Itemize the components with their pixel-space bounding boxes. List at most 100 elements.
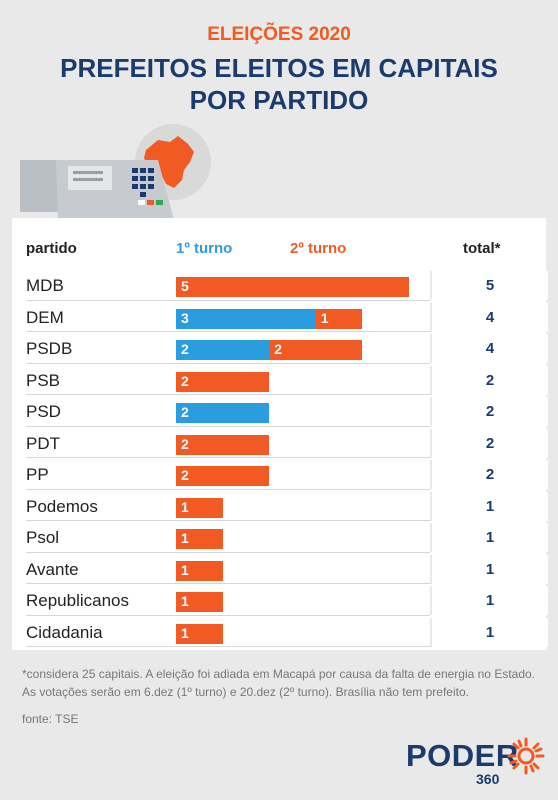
chart-title: PREFEITOS ELEITOS EM CAPITAIS POR PARTID… bbox=[0, 52, 558, 116]
second-round-value: 2 bbox=[181, 467, 189, 483]
row-divider bbox=[26, 551, 430, 553]
table-row: Republicanos 1 1 bbox=[12, 586, 548, 618]
table-row: PSDB 2 2 4 bbox=[12, 334, 548, 366]
second-round-value: 1 bbox=[181, 530, 189, 546]
brand-sub: 360 bbox=[476, 771, 500, 787]
second-round-bar: 1 bbox=[176, 592, 223, 612]
party-label: PSDB bbox=[26, 339, 73, 358]
brazil-map-icon bbox=[144, 136, 194, 188]
second-round-value: 2 bbox=[181, 372, 189, 389]
first-round-bar: 2 bbox=[176, 403, 270, 423]
total-cell: 2 bbox=[430, 365, 548, 395]
first-round-value: 3 bbox=[181, 309, 189, 326]
voting-machine-body bbox=[20, 160, 58, 212]
total-value: 1 bbox=[485, 592, 495, 609]
row-divider bbox=[26, 331, 430, 332]
total-cell: 4 bbox=[430, 334, 548, 363]
legend-second-round: 2º turno bbox=[290, 240, 347, 257]
table-row: Avante 1 1 bbox=[12, 554, 548, 587]
first-round-value: 2 bbox=[181, 341, 189, 357]
total-value: 2 bbox=[485, 371, 495, 389]
party-label: Avante bbox=[26, 559, 79, 579]
table-row: PSB 2 2 bbox=[12, 365, 548, 398]
total-value: 4 bbox=[485, 308, 495, 326]
table-row: PP 2 2 bbox=[12, 460, 548, 492]
second-round-bar: 1 bbox=[176, 497, 223, 518]
first-round-bar: 2 bbox=[176, 340, 270, 360]
table-row: PSD 2 2 bbox=[12, 397, 548, 429]
total-cell: 1 bbox=[430, 523, 548, 552]
total-value: 1 bbox=[485, 529, 495, 546]
total-value: 1 bbox=[485, 497, 495, 515]
total-value: 5 bbox=[485, 277, 495, 294]
second-round-value: 1 bbox=[181, 561, 189, 578]
party-label: Cidadania bbox=[26, 622, 103, 642]
table-row: MDB 5 5 bbox=[12, 271, 548, 303]
total-value: 1 bbox=[485, 560, 495, 578]
row-divider bbox=[26, 362, 430, 364]
second-round-value: 5 bbox=[181, 278, 189, 294]
second-round-value: 1 bbox=[181, 498, 189, 515]
table-row: PDT 2 2 bbox=[12, 428, 548, 461]
party-label: Republicanos bbox=[26, 591, 130, 610]
row-divider bbox=[26, 457, 430, 458]
total-value: 2 bbox=[485, 403, 495, 420]
second-round-bar: 2 bbox=[176, 466, 270, 486]
total-value: 2 bbox=[485, 466, 495, 483]
column-header-total: total* bbox=[463, 240, 501, 257]
total-value: 1 bbox=[485, 623, 495, 641]
voting-machine-illustration bbox=[20, 124, 211, 220]
row-divider bbox=[26, 394, 430, 395]
second-round-bar: 2 bbox=[176, 434, 270, 455]
second-round-bar: 2 bbox=[269, 340, 363, 360]
second-round-value: 2 bbox=[274, 341, 282, 357]
total-cell: 1 bbox=[430, 554, 548, 584]
brand-name: PODER bbox=[406, 738, 519, 773]
row-divider bbox=[26, 583, 430, 584]
row-divider bbox=[26, 488, 430, 490]
total-value: 4 bbox=[485, 340, 495, 357]
table-row: Psol 1 1 bbox=[12, 523, 548, 555]
legend-first-round: 1º turno bbox=[176, 240, 233, 257]
second-round-bar: 1 bbox=[176, 560, 223, 581]
second-round-bar: 2 bbox=[176, 371, 270, 392]
total-cell: 2 bbox=[430, 460, 548, 489]
party-label: Podemos bbox=[26, 496, 98, 516]
table-row: Podemos 1 1 bbox=[12, 491, 548, 524]
row-divider bbox=[26, 299, 430, 301]
party-label: PSB bbox=[26, 370, 61, 390]
title-line-1: PREFEITOS ELEITOS EM CAPITAIS bbox=[60, 53, 498, 83]
total-value: 2 bbox=[485, 434, 495, 452]
second-round-value: 2 bbox=[181, 435, 189, 452]
row-divider bbox=[26, 520, 430, 521]
footnote: *considera 25 capitais. A eleição foi ad… bbox=[22, 667, 536, 699]
second-round-bar: 5 bbox=[176, 277, 409, 297]
second-round-bar: 1 bbox=[315, 308, 363, 329]
party-label: PP bbox=[26, 465, 49, 484]
source-note: fonte: TSE bbox=[22, 712, 79, 726]
party-label: Psol bbox=[26, 528, 60, 547]
keypad-icon bbox=[132, 168, 154, 197]
row-divider bbox=[26, 425, 430, 427]
table-row: DEM 3 1 4 bbox=[12, 302, 548, 335]
total-cell: 1 bbox=[430, 586, 548, 615]
row-divider bbox=[26, 614, 430, 616]
table-row: Cidadania 1 1 bbox=[12, 617, 548, 650]
party-label: DEM bbox=[26, 307, 64, 327]
total-cell: 2 bbox=[430, 397, 548, 426]
total-cell: 1 bbox=[430, 491, 548, 521]
second-round-value: 1 bbox=[181, 624, 189, 641]
row-divider bbox=[26, 646, 430, 647]
supertitle: ELEIÇÕES 2020 bbox=[207, 24, 351, 45]
title-line-2: POR PARTIDO bbox=[189, 85, 369, 115]
party-label: PSD bbox=[26, 402, 61, 421]
column-header-party: partido bbox=[26, 240, 77, 257]
first-round-bar: 3 bbox=[176, 308, 316, 329]
second-round-value: 1 bbox=[320, 309, 329, 326]
first-round-value: 2 bbox=[181, 404, 189, 420]
sun-icon bbox=[507, 737, 545, 775]
party-label: MDB bbox=[26, 276, 64, 295]
party-label: PDT bbox=[26, 433, 60, 453]
second-round-bar: 1 bbox=[176, 623, 223, 644]
total-cell: 1 bbox=[430, 617, 548, 647]
